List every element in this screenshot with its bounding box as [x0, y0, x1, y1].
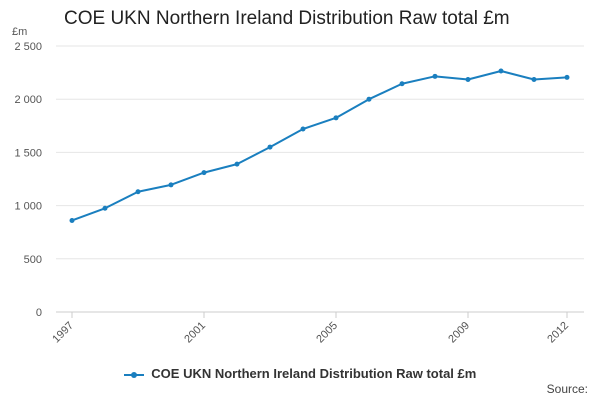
x-tick-label: 2012 [545, 320, 571, 346]
data-point [69, 217, 75, 223]
x-tick-label: 2009 [446, 320, 472, 346]
data-point [102, 205, 108, 211]
y-axis-unit-label: £m [12, 26, 28, 38]
x-tick-label: 1997 [50, 320, 76, 346]
y-tick-label: 0 [36, 307, 42, 319]
data-point [267, 144, 273, 150]
legend-series-label: COE UKN Northern Ireland Distribution Ra… [151, 366, 477, 381]
data-point [135, 189, 141, 195]
x-tick-label: 2005 [314, 320, 340, 346]
data-point [366, 96, 372, 102]
data-point [531, 77, 537, 83]
data-point [432, 73, 438, 79]
data-point [168, 182, 174, 188]
source-label: Source: [546, 382, 588, 396]
data-point [498, 68, 504, 74]
data-point [399, 81, 405, 87]
y-tick-label: 500 [24, 254, 42, 266]
y-tick-label: 2 500 [14, 41, 42, 53]
x-tick-label: 2001 [182, 320, 208, 346]
data-point [465, 77, 471, 83]
data-point [333, 115, 339, 121]
data-point [234, 161, 240, 167]
y-tick-label: 2 000 [14, 94, 42, 106]
data-point [564, 74, 570, 80]
legend-series-marker [123, 369, 144, 381]
data-point [201, 170, 207, 176]
series-line [71, 70, 568, 222]
data-point [300, 126, 306, 132]
y-tick-label: 1 000 [14, 201, 42, 213]
chart-title: COE UKN Northern Ireland Distribution Ra… [64, 8, 510, 29]
y-tick-label: 1 500 [14, 147, 42, 159]
chart-legend[interactable]: COE UKN Northern Ireland Distribution Ra… [0, 366, 600, 381]
